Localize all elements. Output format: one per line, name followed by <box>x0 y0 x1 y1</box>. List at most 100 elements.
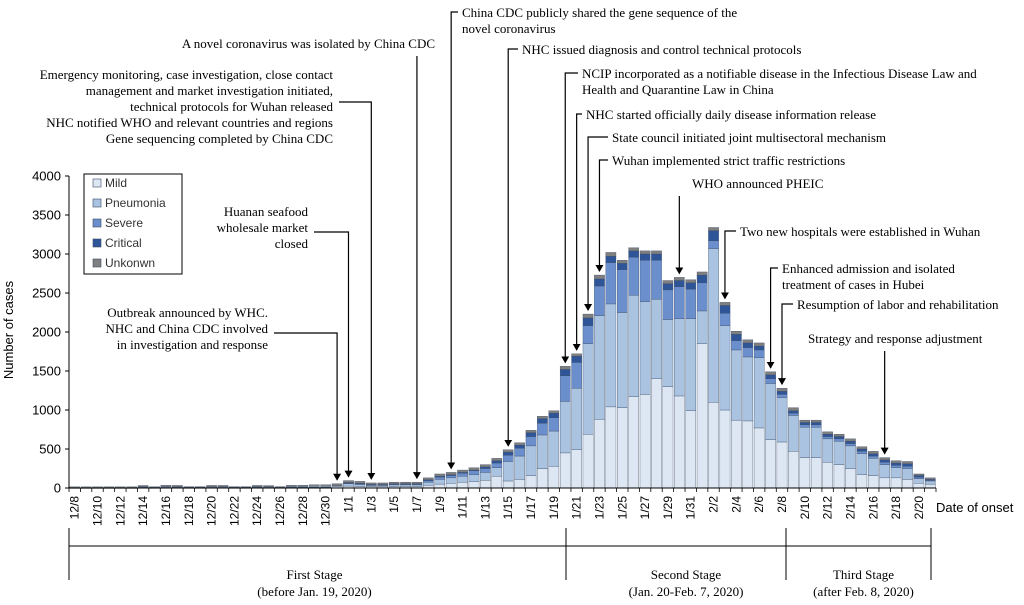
bar-segment-unkonwn-12-20 <box>206 485 217 487</box>
bar-segment-critical-1-27 <box>639 253 651 261</box>
bar-segment-severe-2-6 <box>753 349 765 358</box>
annotation-arrow-1-23 <box>595 159 608 273</box>
bar-segment-severe-1-29 <box>662 289 674 320</box>
x-tick-label: 12/8 <box>68 496 82 520</box>
x-tick-label: 2/2 <box>707 496 721 513</box>
annotation-arrow-12-31 <box>274 332 342 481</box>
bar-segment-pneumonia-1-21 <box>571 387 582 450</box>
bar-segment-pneumonia-1-31 <box>685 318 697 411</box>
bar-segment-severe-2-15 <box>856 451 868 454</box>
bar-segment-pneumonia-2-15 <box>856 453 868 475</box>
bar-segment-mild-2-7 <box>765 439 776 489</box>
x-tick-label: 12/30 <box>319 496 333 526</box>
bar-segment-pneumonia-1-2 <box>354 484 366 487</box>
bar-segment-critical-1-20 <box>559 369 571 376</box>
bar-segment-unkonwn-12-15 <box>149 486 160 488</box>
bar-segment-pneumonia-2-14 <box>845 445 856 469</box>
bar-segment-unkonwn-1-30 <box>674 277 685 281</box>
bar-segment-pneumonia-2-18 <box>890 467 902 479</box>
bar-segment-mild-1-18 <box>537 468 548 489</box>
bar-segment-critical-1-19 <box>548 412 560 418</box>
legend-label-critical: Critical <box>105 236 142 250</box>
bar-segment-severe-1-14 <box>491 462 503 468</box>
bar-segment-pneumonia-1-14 <box>491 467 503 477</box>
bar-segment-critical-2-16 <box>867 453 879 457</box>
bar-segment-critical-2-6 <box>753 345 765 351</box>
bar-segment-severe-1-19 <box>548 417 560 432</box>
bar-segment-unkonwn-1-3 <box>366 482 377 485</box>
annotation-arrow-1-21 <box>572 113 582 351</box>
y-tick-label: 3000 <box>32 247 61 262</box>
x-tick-label: 1/21 <box>570 496 584 520</box>
bar-segment-pneumonia-2-11 <box>810 426 822 458</box>
annotation-1-20: NCIP incorporated as a notifiable diseas… <box>582 66 977 97</box>
bar-segment-critical-1-16 <box>514 444 525 449</box>
bar-segment-unkonwn-2-9 <box>788 407 799 411</box>
bar-segment-pneumonia-2-6 <box>753 357 765 429</box>
x-tick-label: 12/14 <box>136 496 150 526</box>
x-tick-label: 2/6 <box>752 496 766 513</box>
bar-segment-severe-1-25 <box>617 269 628 313</box>
bar-segment-mild-1-30 <box>674 395 685 489</box>
bar-segment-critical-1-26 <box>628 250 639 258</box>
bar-segment-mild-2-11 <box>810 457 822 489</box>
bar-segment-unkonwn-2-12 <box>822 431 833 435</box>
bar-segment-severe-2-16 <box>867 455 879 459</box>
bar-segment-unkonwn-1-8 <box>423 477 434 480</box>
x-tick-label: 12/12 <box>113 496 127 526</box>
x-tick-label: 1/3 <box>364 496 378 513</box>
bar-segment-severe-2-13 <box>833 438 845 442</box>
bar-segment-critical-2-15 <box>856 448 868 452</box>
x-tick-label: 2/12 <box>821 496 835 520</box>
bar-segment-mild-2-20 <box>913 483 925 489</box>
bar-segment-mild-1-15 <box>502 480 514 489</box>
bar-segment-severe-2-19 <box>902 465 913 469</box>
y-tick-label: 3500 <box>32 208 61 223</box>
x-tick-label: 2/18 <box>889 496 903 520</box>
y-tick-label: 2000 <box>32 325 61 340</box>
legend-swatch-severe <box>92 218 102 228</box>
bar-segment-pneumonia-1-16 <box>514 455 525 480</box>
bar-segment-unkonwn-12-21 <box>217 485 229 487</box>
bar-segment-mild-2-2 <box>708 402 719 489</box>
bar-segment-severe-2-10 <box>799 424 811 428</box>
bar-segment-pneumonia-1-22 <box>582 343 594 435</box>
stage-title: Third Stage <box>833 567 894 582</box>
bar-segment-unkonwn-1-20 <box>559 366 571 370</box>
y-tick-label: 1000 <box>32 403 61 418</box>
bar-segment-mild-2-9 <box>788 451 799 489</box>
bar-segment-mild-1-9 <box>434 483 446 489</box>
bar-segment-pneumonia-2-10 <box>799 426 811 458</box>
bar-segment-pneumonia-1-27 <box>639 301 651 395</box>
bar-segment-pneumonia-2-5 <box>742 356 754 422</box>
bar-segment-pneumonia-1-12 <box>468 474 480 482</box>
x-tick-label: 12/18 <box>182 496 196 526</box>
bar-segment-mild-1-10 <box>445 483 457 489</box>
bar-segment-unkonwn-2-17 <box>879 457 890 461</box>
bar-segment-mild-1-19 <box>548 465 560 489</box>
bar-segment-severe-1-20 <box>559 375 571 402</box>
annotation-2-8: Resumption of labor and rehabilitation <box>797 297 999 312</box>
bar-segment-unkonwn-12-9 <box>80 486 92 488</box>
bar-segment-critical-2-17 <box>879 459 890 463</box>
bar-segment-unkonwn-1-22 <box>582 313 594 319</box>
stage-title: Second Stage <box>651 567 722 582</box>
bar-segment-pneumonia-2-2 <box>708 248 719 403</box>
bar-segment-unkonwn-12-30 <box>320 484 331 487</box>
bar-segment-severe-1-12 <box>468 470 480 475</box>
bar-segment-critical-1-21 <box>571 356 582 363</box>
bar-segment-critical-2-14 <box>845 441 856 444</box>
bar-segment-critical-2-9 <box>788 410 799 414</box>
bar-segment-pneumonia-2-8 <box>776 397 788 443</box>
bar-segment-unkonwn-2-15 <box>856 446 868 450</box>
bar-segment-unkonwn-12-12 <box>115 486 126 488</box>
bar-segment-critical-1-29 <box>662 283 674 291</box>
bar-segment-mild-1-26 <box>628 396 639 489</box>
bar-segment-pneumonia-2-20 <box>913 478 925 484</box>
bar-segment-mild-1-31 <box>685 410 697 489</box>
bar-segment-mild-1-29 <box>662 386 674 489</box>
bar-segment-mild-1-25 <box>617 407 628 489</box>
bar-segment-severe-2-14 <box>845 443 856 447</box>
stage-dates: (after Feb. 8, 2020) <box>813 584 914 599</box>
bar-segment-pneumonia-2-16 <box>867 458 879 476</box>
